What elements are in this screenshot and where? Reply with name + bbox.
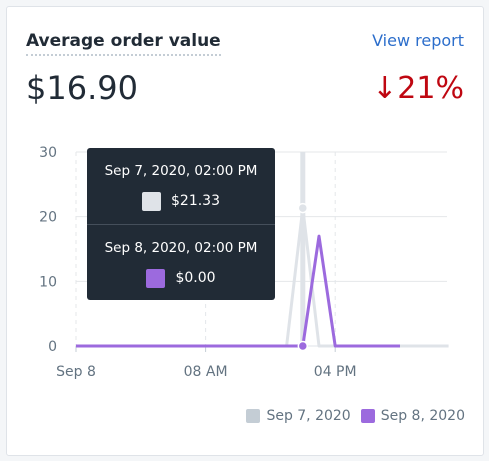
- legend-label: Sep 8, 2020: [380, 408, 465, 424]
- tooltip-swatch: [146, 269, 166, 288]
- y-axis-ticks: 0 10 20 30: [39, 145, 57, 355]
- metric-change: ↓21%: [372, 71, 464, 106]
- card-title[interactable]: Average order value: [26, 30, 221, 56]
- tooltip-entry-sep7: Sep 7, 2020, 02:00 PM $21.33: [87, 148, 275, 224]
- tooltip-value: $21.33: [171, 193, 220, 209]
- series-line-sep8: [76, 234, 400, 348]
- legend-item-sep8[interactable]: Sep 8, 2020: [360, 407, 465, 425]
- x-tick-label: 08 AM: [184, 364, 228, 380]
- x-tick-label: Sep 8: [56, 364, 96, 380]
- tooltip-value: $0.00: [175, 270, 216, 286]
- chart-tooltip: Sep 7, 2020, 02:00 PM $21.33 Sep 8, 2020…: [87, 148, 275, 300]
- hover-point-sep8: [297, 340, 309, 352]
- tooltip-date: Sep 8, 2020, 02:00 PM: [104, 240, 258, 256]
- legend-swatch: [246, 409, 261, 423]
- legend-label: Sep 7, 2020: [266, 408, 351, 424]
- hover-point-sep7: [297, 202, 309, 214]
- metric-value: $16.90: [26, 69, 138, 107]
- x-tick-label: 04 PM: [314, 364, 357, 380]
- tooltip-date: Sep 7, 2020, 02:00 PM: [104, 163, 258, 179]
- y-tick-label: 30: [39, 145, 57, 161]
- tooltip-swatch: [142, 192, 161, 211]
- chart-legend: Sep 7, 2020 Sep 8, 2020: [246, 407, 465, 425]
- legend-swatch: [360, 409, 375, 423]
- chart-series: [76, 152, 449, 352]
- y-tick-label: 10: [39, 274, 57, 290]
- x-axis-ticks: Sep 8 08 AM 04 PM: [56, 346, 357, 380]
- tooltip-entry-sep8: Sep 8, 2020, 02:00 PM $0.00: [87, 224, 275, 300]
- legend-item-sep7[interactable]: Sep 7, 2020: [246, 407, 351, 425]
- y-tick-label: 20: [39, 210, 57, 226]
- y-tick-label: 0: [48, 339, 57, 355]
- view-report-link[interactable]: View report: [372, 31, 464, 50]
